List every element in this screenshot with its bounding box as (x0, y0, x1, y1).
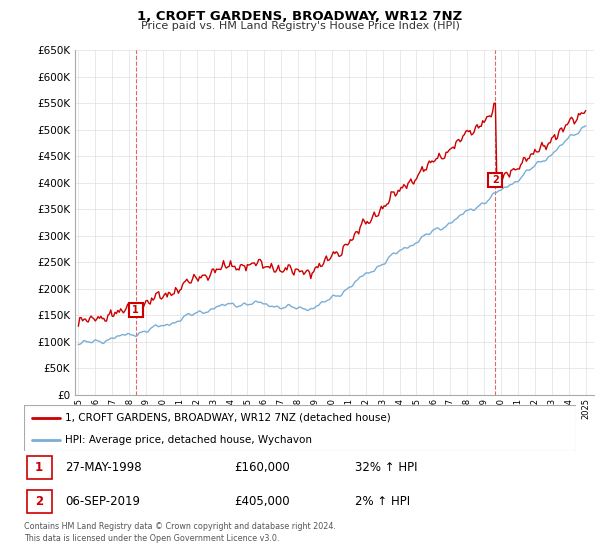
Text: 2: 2 (492, 175, 499, 185)
Text: 06-SEP-2019: 06-SEP-2019 (65, 494, 140, 508)
Text: £405,000: £405,000 (234, 494, 289, 508)
FancyBboxPatch shape (27, 489, 52, 513)
Text: HPI: Average price, detached house, Wychavon: HPI: Average price, detached house, Wych… (65, 435, 313, 445)
Text: 32% ↑ HPI: 32% ↑ HPI (355, 461, 418, 474)
Text: £160,000: £160,000 (234, 461, 290, 474)
Text: 2: 2 (35, 494, 43, 508)
Text: Contains HM Land Registry data © Crown copyright and database right 2024.
This d: Contains HM Land Registry data © Crown c… (24, 522, 336, 543)
FancyBboxPatch shape (24, 405, 576, 451)
Text: 1, CROFT GARDENS, BROADWAY, WR12 7NZ: 1, CROFT GARDENS, BROADWAY, WR12 7NZ (137, 10, 463, 23)
Text: 1: 1 (132, 305, 139, 315)
Text: 1, CROFT GARDENS, BROADWAY, WR12 7NZ (detached house): 1, CROFT GARDENS, BROADWAY, WR12 7NZ (de… (65, 413, 391, 423)
Text: 2% ↑ HPI: 2% ↑ HPI (355, 494, 410, 508)
Text: 1: 1 (35, 461, 43, 474)
Text: Price paid vs. HM Land Registry's House Price Index (HPI): Price paid vs. HM Land Registry's House … (140, 21, 460, 31)
FancyBboxPatch shape (27, 456, 52, 479)
Text: 27-MAY-1998: 27-MAY-1998 (65, 461, 142, 474)
